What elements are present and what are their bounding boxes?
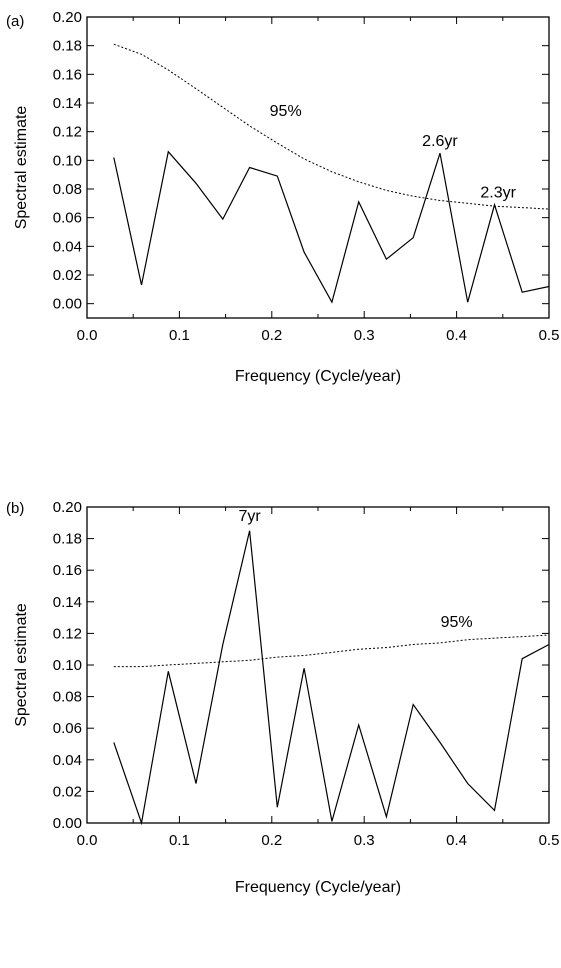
x-tick-label: 0.2: [261, 832, 282, 849]
spectrum-line: [113, 530, 550, 826]
panel-b: 0.0 0.1 0.2 0.3 0.4 0.5 0.00 0.02 0.04 0.06 0.08 0.…: [6, 499, 559, 896]
spectrum-line: [113, 150, 550, 304]
y-tick-label: 0.00: [53, 296, 82, 313]
x-tick-label: 0.0: [77, 327, 98, 344]
y-tick-label: 0.06: [53, 210, 82, 227]
y-tick-label: 0.18: [53, 531, 82, 548]
y-tick-label: 0.10: [53, 152, 82, 169]
y-tick-label: 0.16: [53, 66, 82, 83]
significance-95-line: [113, 634, 550, 668]
panel-a: 0.0 0.1 0.2 0.3 0.4 0.5 0.00 0.02 0.04 0.06 0.08 0.…: [6, 9, 559, 385]
y-tick-label: 0.12: [53, 124, 82, 141]
plot-frame: [86, 16, 550, 319]
y-tick-label: 0.08: [53, 689, 82, 706]
y-tick-label: 0.04: [53, 752, 82, 769]
panel-label: (a): [6, 13, 24, 30]
y-tick-label: 0.12: [53, 625, 82, 642]
x-tick-label: 0.3: [354, 327, 375, 344]
x-tick-label: 0.0: [77, 832, 98, 849]
annotation-label: 95%: [441, 614, 473, 631]
annotation-label: 7yr: [239, 508, 262, 525]
y-axis-label: Spectral estimate: [13, 603, 30, 727]
x-tick-label: 0.4: [446, 327, 467, 344]
y-tick-label: 0.02: [53, 783, 82, 800]
x-tick-label: 0.2: [261, 327, 282, 344]
y-tick-label: 0.20: [53, 9, 82, 26]
x-tick-label: 0.1: [169, 327, 190, 344]
y-tick-label: 0.02: [53, 267, 82, 284]
x-tick-label: 0.5: [539, 832, 560, 849]
y-tick-label: 0.14: [53, 594, 82, 611]
annotation-label: 95%: [270, 103, 302, 120]
y-tick-label: 0.04: [53, 238, 82, 255]
significance-95-line: [113, 43, 550, 210]
x-tick-label: 0.5: [539, 327, 560, 344]
annotation-label: 2.3yr: [480, 185, 516, 202]
y-tick-label: 0.08: [53, 181, 82, 198]
x-axis-label: Frequency (Cycle/year): [235, 368, 401, 385]
y-tick-label: 0.00: [53, 815, 82, 832]
x-tick-label: 0.3: [354, 832, 375, 849]
x-tick-label: 0.1: [169, 832, 190, 849]
y-tick-label: 0.06: [53, 720, 82, 737]
y-tick-label: 0.14: [53, 95, 82, 112]
x-axis-label: Frequency (Cycle/year): [235, 879, 401, 896]
y-axis-label: Spectral estimate: [13, 106, 30, 230]
y-tick-label: 0.10: [53, 657, 82, 674]
panel-label: (b): [6, 500, 24, 517]
x-tick-label: 0.4: [446, 832, 467, 849]
y-tick-label: 0.16: [53, 562, 82, 579]
y-tick-label: 0.20: [53, 499, 82, 516]
annotation-label: 2.6yr: [422, 133, 458, 150]
y-tick-label: 0.18: [53, 38, 82, 55]
plot-frame: [86, 506, 550, 824]
